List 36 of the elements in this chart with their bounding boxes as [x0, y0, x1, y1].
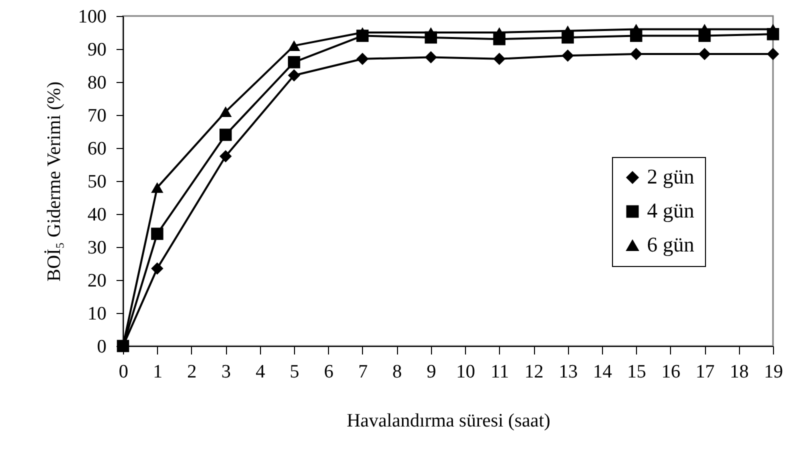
x-tick-label: 18	[730, 362, 749, 382]
y-tick-label: 40	[88, 204, 106, 226]
x-tick-label: 2	[187, 362, 197, 382]
x-tick-label: 10	[456, 362, 476, 382]
x-tick-label: 15	[627, 362, 646, 382]
y-axis-title: BOİ₅ Giderme Verimi (%)	[44, 82, 65, 282]
y-tick-label: 60	[88, 138, 106, 160]
x-tick-label: 6	[324, 362, 334, 382]
x-tick-label: 19	[764, 362, 783, 382]
x-tick-label: 5	[290, 362, 300, 382]
x-tick-label: 7	[358, 362, 368, 382]
legend-label: 6 gün	[647, 232, 695, 256]
x-tick-label: 9	[426, 362, 436, 382]
x-tick-label: 3	[221, 362, 231, 382]
x-tick-label: 14	[592, 362, 612, 382]
x-tick-label: 16	[661, 362, 680, 382]
x-tick-label: 1	[152, 362, 162, 382]
y-tick-label: 80	[88, 72, 106, 94]
y-tick-label: 0	[97, 336, 106, 358]
y-tick-label: 30	[88, 238, 106, 258]
y-tick-label: 50	[88, 172, 106, 192]
legend-label: 2 gün	[647, 164, 695, 188]
legend-label: 4 gün	[647, 198, 695, 222]
x-tick-label: 0	[118, 362, 128, 382]
y-tick-label: 70	[88, 106, 106, 126]
x-tick-label: 17	[696, 362, 715, 382]
y-tick-label: 100	[78, 6, 106, 28]
y-tick-label: 90	[88, 40, 106, 60]
x-tick-label: 13	[558, 362, 578, 382]
x-tick-label: 12	[524, 362, 544, 382]
x-tick-label: 4	[256, 362, 266, 382]
x-tick-label: 8	[392, 362, 402, 382]
y-tick-label: 20	[88, 270, 106, 292]
y-tick-label: 10	[88, 304, 106, 324]
x-axis-title: Havalandırma süresi (saat)	[346, 410, 550, 432]
x-tick-label: 11	[490, 362, 509, 382]
